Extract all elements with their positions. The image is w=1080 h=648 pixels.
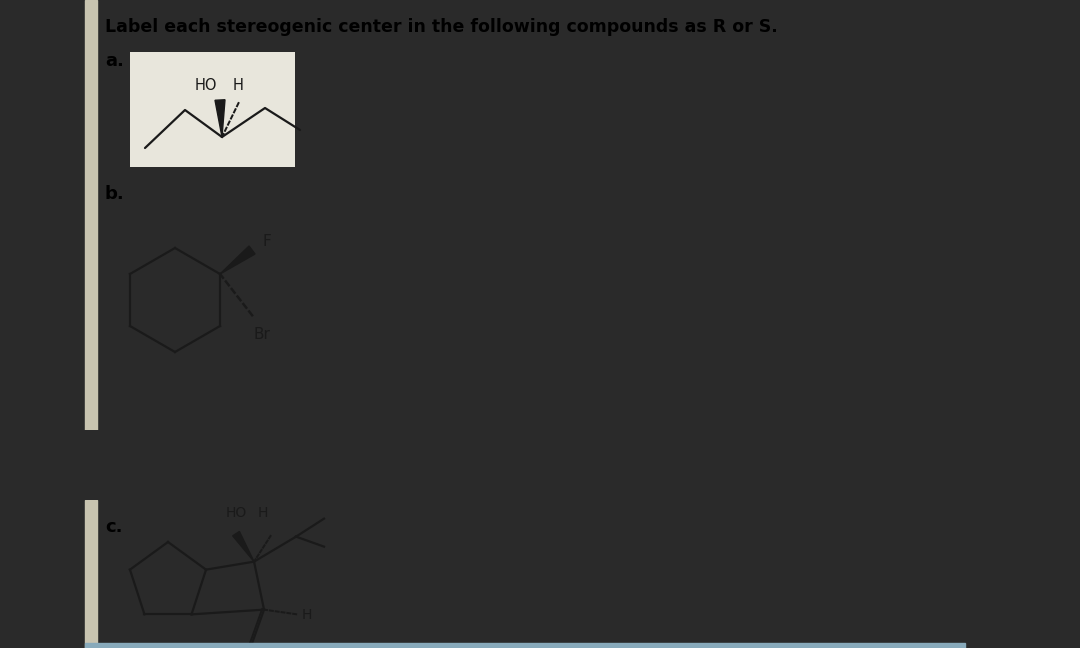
Bar: [85, 643, 966, 648]
Text: F: F: [262, 235, 271, 249]
Text: Br: Br: [253, 327, 270, 342]
Polygon shape: [215, 100, 225, 137]
Polygon shape: [220, 246, 255, 274]
Text: c.: c.: [105, 518, 122, 536]
Text: H: H: [258, 505, 269, 520]
Text: HO: HO: [195, 78, 217, 93]
Text: HO: HO: [226, 505, 247, 520]
Bar: [130, 52, 295, 167]
Text: Label each stereogenic center in the following compounds as R or S.: Label each stereogenic center in the fol…: [105, 18, 778, 36]
Polygon shape: [232, 531, 254, 562]
Text: H: H: [233, 78, 244, 93]
Bar: [85, 0, 97, 430]
Bar: [85, 500, 97, 648]
Text: a.: a.: [105, 52, 124, 70]
Text: H: H: [302, 608, 312, 621]
Text: b.: b.: [105, 185, 125, 203]
